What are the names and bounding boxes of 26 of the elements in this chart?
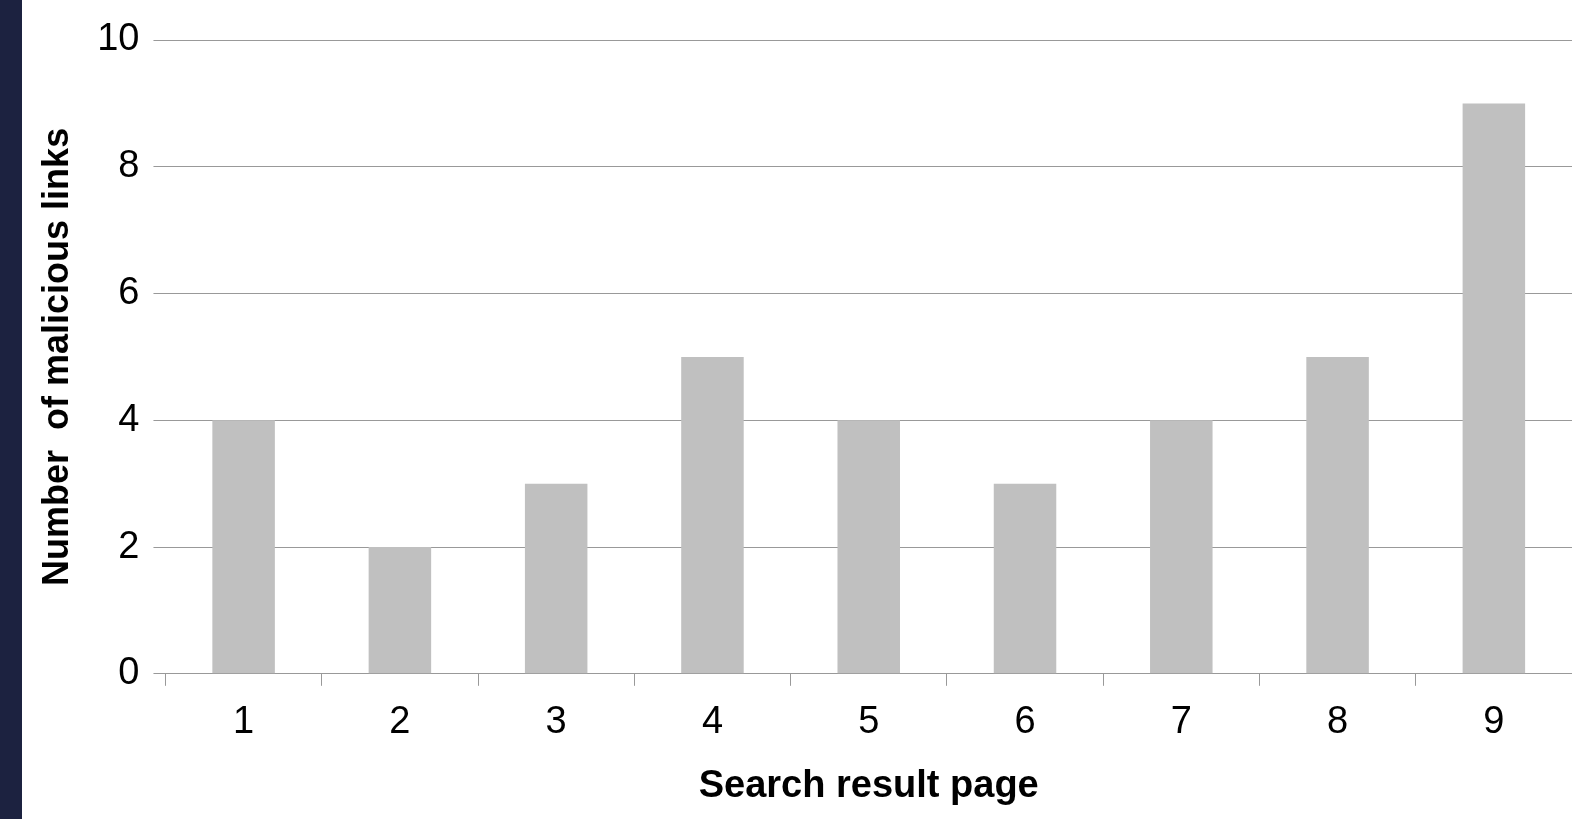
bar bbox=[212, 420, 275, 674]
bar bbox=[681, 356, 744, 674]
bar bbox=[1462, 103, 1526, 674]
bar bbox=[1306, 356, 1369, 674]
x-tick-label: 1 bbox=[233, 699, 255, 742]
x-tick-label: 5 bbox=[858, 699, 880, 742]
bar bbox=[993, 483, 1057, 674]
x-tick-label: 9 bbox=[1483, 699, 1505, 742]
x-tick-label: 7 bbox=[1170, 699, 1192, 742]
x-tick-label: 3 bbox=[545, 699, 567, 742]
bar bbox=[368, 547, 432, 674]
y-tick-label: 2 bbox=[118, 523, 140, 566]
y-tick-label: 10 bbox=[97, 16, 140, 59]
x-axis-title: Search result page bbox=[698, 762, 1039, 805]
x-tick-label: 8 bbox=[1327, 699, 1349, 742]
y-axis-title: Number of malicious links bbox=[34, 127, 76, 586]
x-tick-label: 4 bbox=[701, 699, 724, 742]
y-tick-label: 4 bbox=[118, 396, 140, 439]
y-tick-label: 8 bbox=[118, 143, 140, 186]
y-tick-label: 0 bbox=[118, 650, 140, 693]
bar bbox=[1150, 420, 1213, 674]
x-tick-label: 6 bbox=[1014, 699, 1036, 742]
y-tick-label: 6 bbox=[118, 270, 140, 312]
x-tick-label: 2 bbox=[389, 699, 411, 742]
bar bbox=[524, 483, 588, 674]
bar bbox=[837, 420, 900, 674]
